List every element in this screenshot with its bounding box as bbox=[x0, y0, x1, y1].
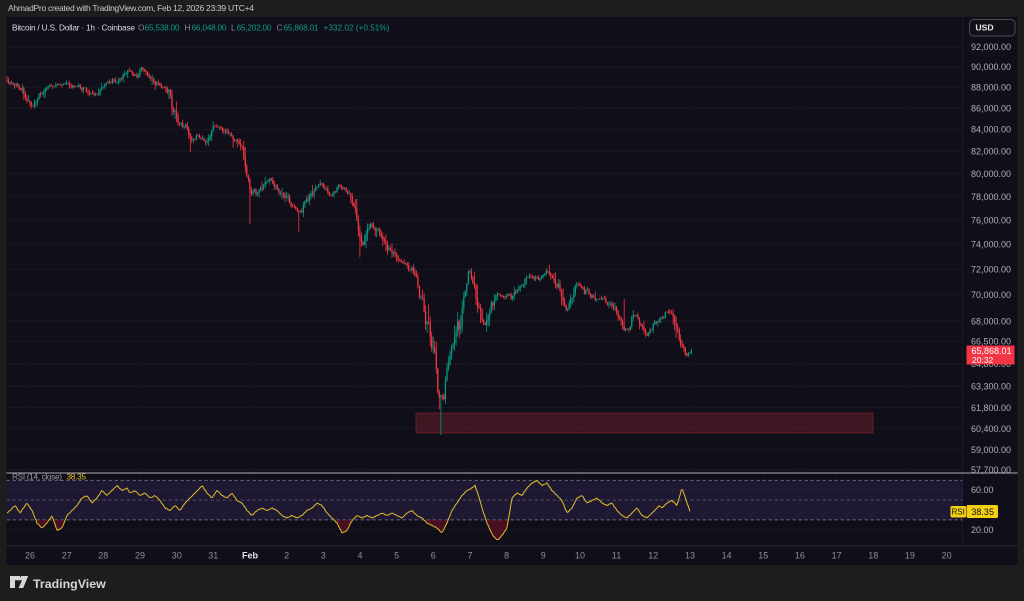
svg-text:65,202.00: 65,202.00 bbox=[237, 23, 272, 33]
svg-text:65,538.00: 65,538.00 bbox=[145, 23, 180, 33]
svg-text:30: 30 bbox=[172, 551, 182, 561]
svg-text:TradingView: TradingView bbox=[33, 577, 106, 591]
svg-text:70,000.00: 70,000.00 bbox=[971, 290, 1011, 300]
svg-text:28: 28 bbox=[98, 551, 108, 561]
svg-text:86,000.00: 86,000.00 bbox=[971, 103, 1011, 113]
svg-text:Feb: Feb bbox=[242, 551, 259, 561]
svg-text:Bitcoin / U.S. Dollar · 1h · C: Bitcoin / U.S. Dollar · 1h · Coinbase bbox=[12, 23, 135, 33]
svg-text:82,000.00: 82,000.00 bbox=[971, 147, 1011, 157]
svg-text:60,400.00: 60,400.00 bbox=[971, 424, 1011, 434]
svg-text:31: 31 bbox=[208, 551, 218, 561]
svg-text:38.35: 38.35 bbox=[971, 507, 994, 517]
svg-text:76,000.00: 76,000.00 bbox=[971, 215, 1011, 225]
svg-text:18: 18 bbox=[868, 551, 878, 561]
svg-text:19: 19 bbox=[905, 551, 915, 561]
svg-text:84,000.00: 84,000.00 bbox=[971, 125, 1011, 135]
svg-text:L: L bbox=[231, 23, 236, 33]
svg-text:63,300.00: 63,300.00 bbox=[971, 381, 1011, 391]
svg-text:38.35: 38.35 bbox=[67, 472, 87, 482]
svg-text:3: 3 bbox=[321, 551, 326, 561]
svg-text:20.00: 20.00 bbox=[971, 525, 994, 535]
svg-text:88,000.00: 88,000.00 bbox=[971, 83, 1011, 93]
svg-text:14: 14 bbox=[722, 551, 732, 561]
svg-text:68,000.00: 68,000.00 bbox=[971, 316, 1011, 326]
svg-text:65,868.01: 65,868.01 bbox=[284, 23, 319, 33]
svg-text:17: 17 bbox=[832, 551, 842, 561]
svg-text:10: 10 bbox=[575, 551, 585, 561]
svg-text:15: 15 bbox=[758, 551, 768, 561]
svg-text:16: 16 bbox=[795, 551, 805, 561]
svg-text:O: O bbox=[138, 23, 145, 33]
svg-text:C: C bbox=[277, 23, 283, 33]
svg-text:7: 7 bbox=[467, 551, 472, 561]
svg-text:80,000.00: 80,000.00 bbox=[971, 169, 1011, 179]
svg-text:9: 9 bbox=[541, 551, 546, 561]
svg-text:27: 27 bbox=[62, 551, 72, 561]
svg-text:26: 26 bbox=[25, 551, 35, 561]
svg-text:66,048.00: 66,048.00 bbox=[192, 23, 227, 33]
svg-text:8: 8 bbox=[504, 551, 509, 561]
svg-text:+332.02 (+0.51%): +332.02 (+0.51%) bbox=[324, 23, 390, 33]
svg-text:65,868.01: 65,868.01 bbox=[972, 346, 1012, 356]
svg-text:60.00: 60.00 bbox=[971, 485, 994, 495]
svg-text:5: 5 bbox=[394, 551, 399, 561]
svg-text:66,500.00: 66,500.00 bbox=[971, 337, 1011, 347]
svg-text:61,800.00: 61,800.00 bbox=[971, 403, 1011, 413]
svg-text:12: 12 bbox=[648, 551, 658, 561]
svg-text:78,000.00: 78,000.00 bbox=[971, 192, 1011, 202]
svg-text:90,000.00: 90,000.00 bbox=[971, 62, 1011, 72]
svg-text:72,000.00: 72,000.00 bbox=[971, 265, 1011, 275]
svg-text:20: 20 bbox=[942, 551, 952, 561]
svg-text:2: 2 bbox=[284, 551, 289, 561]
svg-text:74,000.00: 74,000.00 bbox=[971, 240, 1011, 250]
svg-text:29: 29 bbox=[135, 551, 145, 561]
svg-text:USD: USD bbox=[975, 23, 993, 33]
svg-text:H: H bbox=[185, 23, 191, 33]
svg-text:RSI (14, close): RSI (14, close) bbox=[12, 472, 62, 482]
svg-text:92,000.00: 92,000.00 bbox=[971, 42, 1011, 52]
svg-text:RSI: RSI bbox=[952, 508, 965, 517]
svg-text:59,000.00: 59,000.00 bbox=[971, 445, 1011, 455]
svg-text:AhmadPro created with TradingV: AhmadPro created with TradingView.com, F… bbox=[8, 3, 254, 13]
svg-text:11: 11 bbox=[612, 551, 621, 561]
svg-text:6: 6 bbox=[431, 551, 436, 561]
svg-text:57,700.00: 57,700.00 bbox=[971, 465, 1011, 475]
svg-text:20:32: 20:32 bbox=[972, 355, 994, 365]
svg-text:4: 4 bbox=[357, 551, 362, 561]
svg-text:13: 13 bbox=[685, 551, 695, 561]
